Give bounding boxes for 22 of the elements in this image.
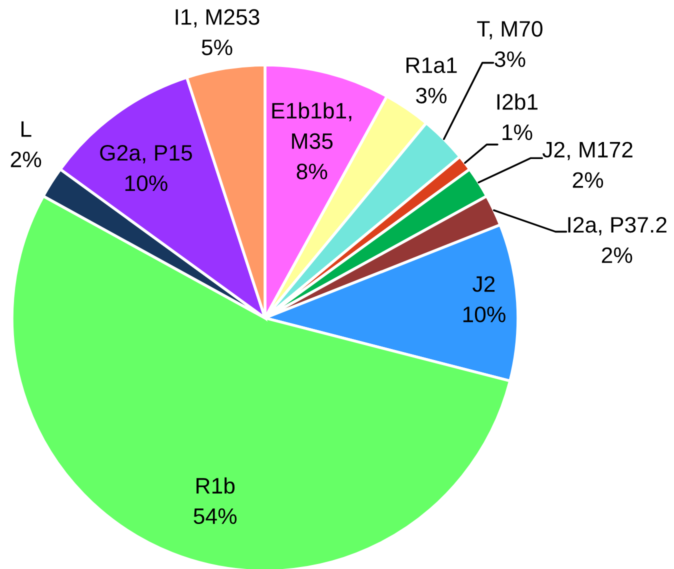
slice-label: R1b (196, 477, 235, 494)
data-label: 8% (296, 164, 328, 180)
slice-label: I1, M253 (176, 9, 260, 28)
slice-label: G2a, P15 (100, 144, 192, 164)
data-label: 10% (463, 306, 506, 322)
slice-label: R1a1 (406, 58, 457, 74)
slice-label: L (21, 121, 32, 137)
slice-label: J2, M172 (542, 142, 632, 160)
data-label: 2% (572, 172, 604, 188)
data-label: 2% (602, 247, 632, 263)
slice-label: I2b1 (497, 93, 538, 110)
data-label: 2% (10, 152, 42, 168)
slice-label: I2a, P37.2 (568, 216, 666, 236)
data-label: 54% (194, 508, 237, 524)
data-label: 1% (502, 124, 532, 140)
slice-label: E1b1b1, M35 (272, 102, 352, 149)
slice-label: T, M70 (477, 20, 542, 40)
data-label: 3% (494, 51, 526, 68)
data-label: 3% (416, 88, 447, 104)
data-label: 10% (125, 175, 168, 192)
data-label: 5% (202, 40, 232, 56)
slice-label: J2 (472, 276, 495, 292)
